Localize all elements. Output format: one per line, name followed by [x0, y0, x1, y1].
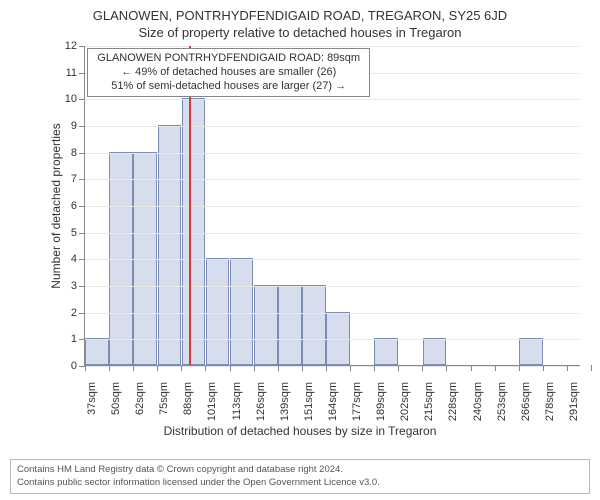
x-tick-label: 215sqm — [423, 382, 435, 430]
x-tick-label: 266sqm — [520, 382, 532, 430]
title-main: GLANOWEN, PONTRHYDFENDIGAID ROAD, TREGAR… — [10, 8, 590, 23]
bar — [158, 125, 182, 365]
bar — [278, 285, 302, 365]
annotation-box: GLANOWEN PONTRHYDFENDIGAID ROAD: 89sqm ←… — [87, 48, 370, 97]
annotation-line-2: ← 49% of detached houses are smaller (26… — [94, 66, 363, 80]
annotation-line-1: GLANOWEN PONTRHYDFENDIGAID ROAD: 89sqm — [94, 52, 363, 66]
y-tick-label: 0 — [57, 360, 77, 372]
y-tick — [79, 286, 85, 287]
y-tick-label: 4 — [57, 253, 77, 265]
x-tick-label: 278sqm — [544, 382, 556, 430]
bar — [519, 338, 543, 365]
footer-line-2: Contains public sector information licen… — [17, 477, 583, 489]
gridline — [85, 99, 580, 100]
x-tick-label: 139sqm — [279, 382, 291, 430]
gridline — [85, 233, 580, 234]
x-tick-label: 189sqm — [375, 382, 387, 430]
x-tick-label: 50sqm — [110, 382, 122, 430]
x-tick-label: 37sqm — [86, 382, 98, 430]
y-tick — [79, 153, 85, 154]
gridline — [85, 153, 580, 154]
x-tick-labels: 37sqm50sqm62sqm75sqm88sqm101sqm113sqm126… — [84, 366, 580, 426]
y-tick-label: 8 — [57, 147, 77, 159]
x-tick-label: 253sqm — [496, 382, 508, 430]
y-tick — [79, 233, 85, 234]
x-tick-label: 164sqm — [327, 382, 339, 430]
x-tick-label: 101sqm — [206, 382, 218, 430]
title-sub: Size of property relative to detached ho… — [10, 25, 590, 40]
footer-box: Contains HM Land Registry data © Crown c… — [10, 459, 590, 494]
bar — [374, 338, 398, 365]
y-tick — [79, 339, 85, 340]
x-tick-label: 240sqm — [472, 382, 484, 430]
y-tick — [79, 73, 85, 74]
y-tick-label: 1 — [57, 333, 77, 345]
y-tick-label: 6 — [57, 200, 77, 212]
gridline — [85, 259, 580, 260]
bar — [254, 285, 278, 365]
gridline — [85, 313, 580, 314]
bar — [109, 152, 133, 365]
gridline — [85, 286, 580, 287]
x-tick-label: 151sqm — [303, 382, 315, 430]
x-tick-label: 228sqm — [447, 382, 459, 430]
x-tick-label: 113sqm — [231, 382, 243, 430]
x-tick-label: 126sqm — [255, 382, 267, 430]
y-tick — [79, 313, 85, 314]
gridline — [85, 206, 580, 207]
x-tick-label: 291sqm — [568, 382, 580, 430]
y-tick-label: 2 — [57, 307, 77, 319]
bar — [423, 338, 447, 365]
gridline — [85, 179, 580, 180]
bar — [133, 152, 157, 365]
bar — [302, 285, 326, 365]
x-tick-label: 202sqm — [399, 382, 411, 430]
annotation-line-3: 51% of semi-detached houses are larger (… — [94, 80, 363, 94]
gridline — [85, 126, 580, 127]
y-tick-label: 5 — [57, 227, 77, 239]
gridline — [85, 339, 580, 340]
plot-region: GLANOWEN PONTRHYDFENDIGAID ROAD: 89sqm ←… — [84, 46, 580, 366]
bar — [85, 338, 109, 365]
chart-container: GLANOWEN, PONTRHYDFENDIGAID ROAD, TREGAR… — [0, 0, 600, 500]
y-tick — [79, 126, 85, 127]
chart-area: Number of detached properties GLANOWEN P… — [56, 46, 580, 366]
x-tick-label: 177sqm — [351, 382, 363, 430]
footer-line-1: Contains HM Land Registry data © Crown c… — [17, 464, 583, 476]
y-tick — [79, 259, 85, 260]
y-tick — [79, 99, 85, 100]
bar — [326, 312, 350, 365]
gridline — [85, 46, 580, 47]
y-tick — [79, 206, 85, 207]
y-tick-label: 12 — [57, 40, 77, 52]
y-tick — [79, 179, 85, 180]
x-tick — [591, 365, 592, 371]
y-tick-label: 7 — [57, 173, 77, 185]
y-tick-label: 11 — [57, 67, 77, 79]
x-tick-label: 75sqm — [158, 382, 170, 430]
x-tick-label: 88sqm — [182, 382, 194, 430]
x-tick-label: 62sqm — [134, 382, 146, 430]
y-tick — [79, 46, 85, 47]
y-tick-label: 3 — [57, 280, 77, 292]
y-tick-label: 10 — [57, 93, 77, 105]
y-tick-label: 9 — [57, 120, 77, 132]
